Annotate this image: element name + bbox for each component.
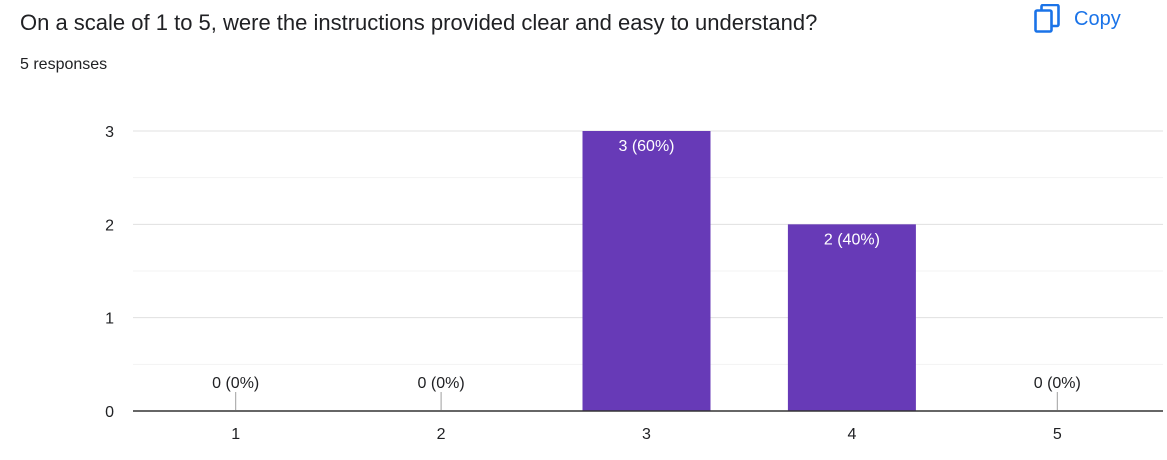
copy-label: Copy — [1074, 7, 1121, 30]
data-label: 0 (0%) — [418, 375, 465, 392]
y-tick-label: 1 — [105, 311, 114, 328]
x-tick-label: 4 — [847, 426, 856, 443]
data-label: 3 (60%) — [618, 138, 674, 155]
data-label: 0 (0%) — [212, 375, 259, 392]
question-title: On a scale of 1 to 5, were the instructi… — [20, 10, 818, 35]
bar[interactable] — [582, 131, 711, 411]
copy-icon — [1034, 4, 1060, 33]
y-tick-label: 0 — [105, 404, 114, 421]
x-tick-label: 2 — [437, 426, 446, 443]
response-count: 5 responses — [20, 56, 108, 73]
x-tick-label: 1 — [231, 426, 240, 443]
data-label: 2 (40%) — [824, 231, 880, 248]
x-tick-label: 5 — [1053, 426, 1062, 443]
labels: 0 1 2 3 0 (0%) 1 0 (0%) 2 3 (60%) 3 2 (40%) 4 0 (0%)… — [105, 124, 1081, 443]
copy-button[interactable]: Copy — [1034, 2, 1121, 36]
bars — [582, 131, 916, 411]
x-tick-label: 3 — [642, 426, 651, 443]
y-tick-label: 2 — [105, 217, 114, 234]
y-tick-label: 3 — [105, 124, 114, 141]
data-label: 0 (0%) — [1034, 375, 1081, 392]
bar[interactable] — [787, 224, 916, 411]
